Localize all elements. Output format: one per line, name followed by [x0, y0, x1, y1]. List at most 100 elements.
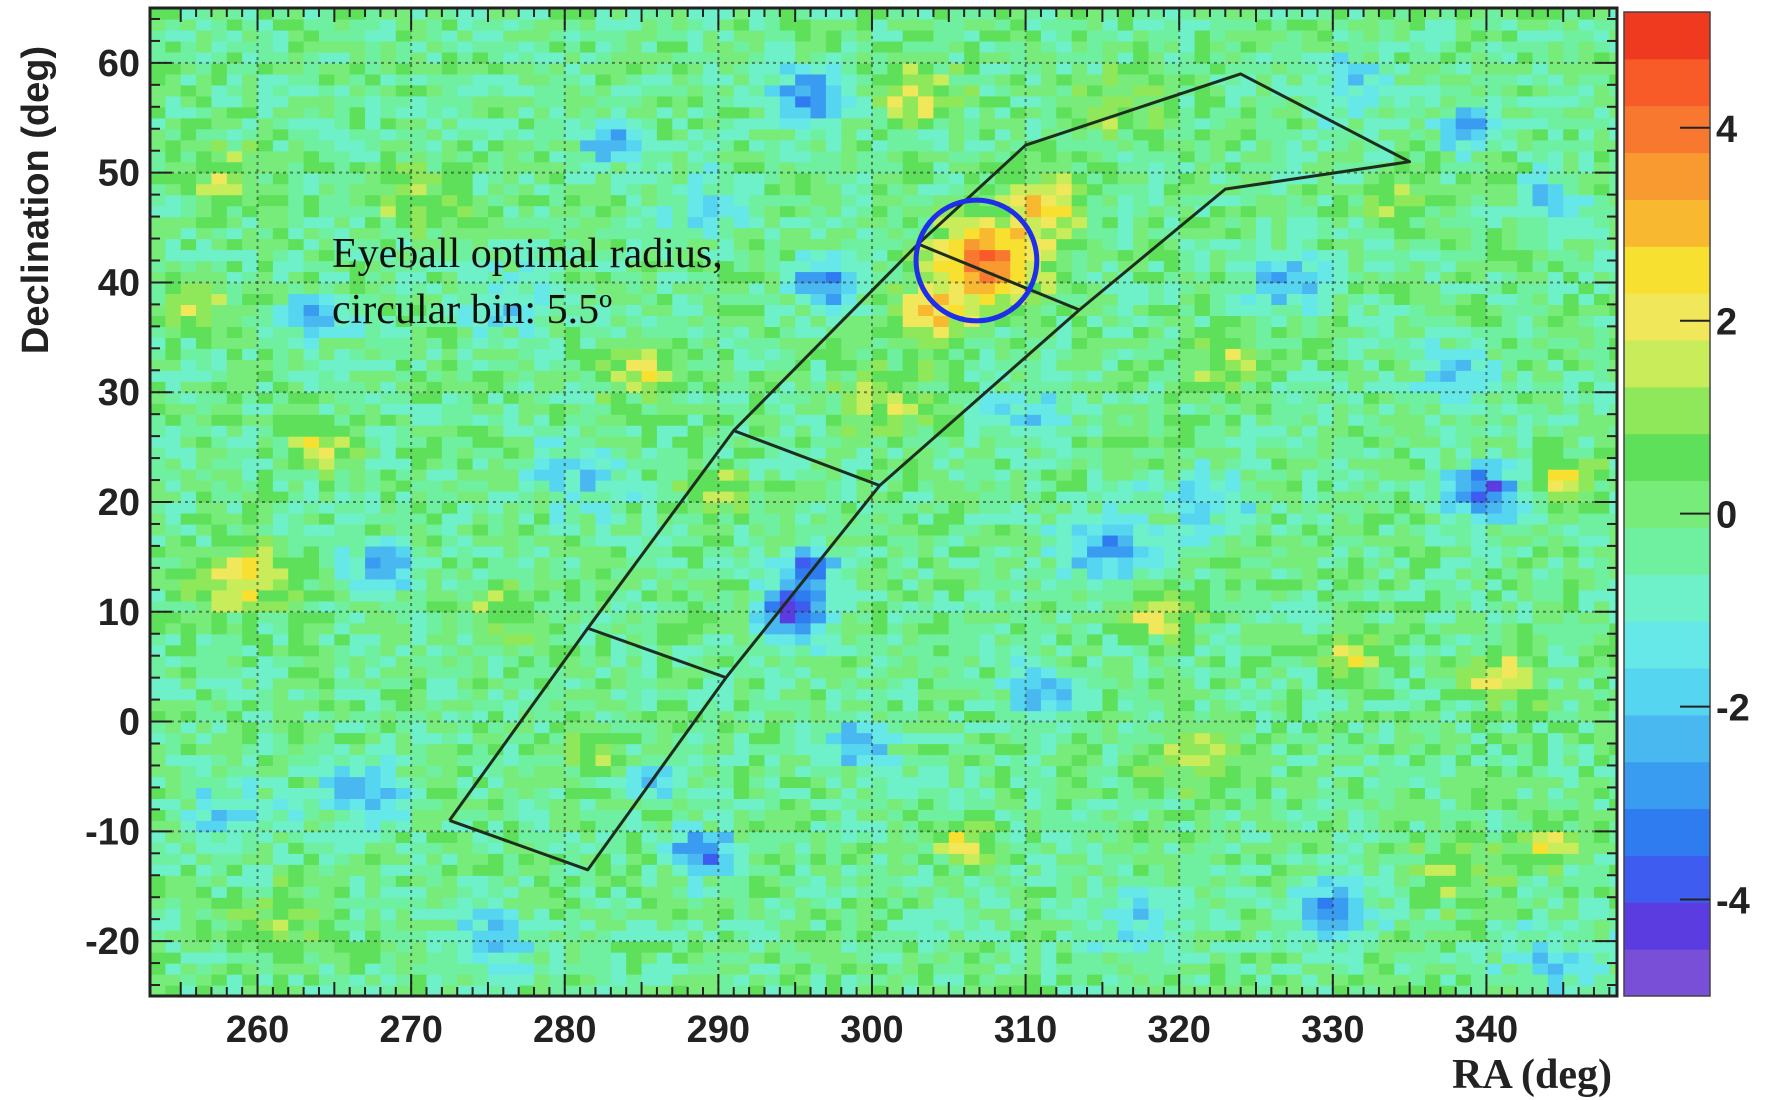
heatmap-cell	[810, 930, 827, 942]
heatmap-cell	[426, 743, 443, 756]
heatmap-cell	[457, 732, 474, 745]
heatmap-cell	[718, 633, 735, 646]
heatmap-cell	[457, 578, 474, 591]
heatmap-cell	[1378, 831, 1395, 843]
heatmap-cell	[918, 831, 935, 843]
heatmap-cell	[918, 611, 935, 624]
heatmap-cell	[165, 743, 182, 756]
heatmap-cell	[472, 578, 489, 591]
heatmap-cell	[1133, 644, 1150, 657]
heatmap-cell	[902, 677, 919, 690]
heatmap-cell	[871, 809, 888, 821]
heatmap-cell	[1087, 963, 1103, 975]
heatmap-cell	[288, 666, 305, 679]
heatmap-cell	[841, 842, 858, 854]
heatmap-cell	[365, 458, 382, 470]
heatmap-cell	[288, 919, 305, 931]
heatmap-cell	[257, 985, 274, 996]
heatmap-cell	[272, 930, 289, 942]
heatmap-cell	[1609, 963, 1617, 975]
heatmap-cell	[180, 512, 197, 525]
heatmap-cell	[1471, 622, 1488, 635]
heatmap-cell	[1133, 677, 1150, 690]
heatmap-cell	[825, 622, 842, 635]
heatmap-cell	[994, 908, 1011, 920]
heatmap-cell	[1471, 480, 1488, 492]
heatmap-cell	[196, 545, 213, 558]
heatmap-cell	[1286, 809, 1303, 821]
heatmap-cell	[656, 919, 673, 931]
heatmap-cell	[1209, 523, 1226, 536]
heatmap-cell	[979, 721, 996, 734]
heatmap-cell	[964, 655, 981, 668]
heatmap-cell	[825, 897, 842, 909]
heatmap-cell	[1363, 556, 1380, 569]
heatmap-cell	[1486, 523, 1503, 536]
heatmap-cell	[1163, 875, 1180, 887]
heatmap-cell	[1501, 721, 1518, 734]
heatmap-cell	[1225, 578, 1242, 591]
heatmap-cell	[718, 589, 735, 602]
heatmap-cell	[1486, 941, 1503, 953]
heatmap-cell	[764, 886, 781, 898]
heatmap-cell	[1225, 666, 1242, 679]
heatmap-cell	[549, 545, 566, 558]
heatmap-cell	[656, 743, 673, 756]
heatmap-cell	[979, 633, 996, 646]
heatmap-cell	[1040, 600, 1057, 613]
heatmap-cell	[1010, 941, 1027, 953]
heatmap-cell	[1440, 512, 1457, 525]
heatmap-cell	[242, 458, 259, 470]
heatmap-cell	[764, 491, 781, 503]
heatmap-cell	[810, 743, 827, 756]
heatmap-cell	[503, 754, 520, 767]
heatmap-cell	[626, 699, 643, 712]
heatmap-cell	[1194, 436, 1211, 448]
heatmap-cell	[595, 831, 612, 843]
heatmap-cell	[534, 831, 550, 843]
heatmap-cell	[1532, 776, 1549, 789]
heatmap-cell	[211, 523, 228, 536]
heatmap-cell	[518, 436, 535, 448]
heatmap-cell	[457, 776, 474, 789]
heatmap-cell	[1363, 875, 1380, 887]
heatmap-cell	[1440, 875, 1457, 887]
heatmap-cell	[1409, 666, 1426, 679]
heatmap-cell	[1025, 754, 1042, 767]
heatmap-cell	[1332, 897, 1349, 909]
heatmap-cell	[1517, 754, 1534, 767]
heatmap-cell	[564, 787, 581, 799]
heatmap-cell	[150, 512, 166, 525]
heatmap-cell	[1501, 908, 1518, 920]
heatmap-cell	[226, 930, 243, 942]
heatmap-cell	[749, 699, 766, 712]
heatmap-cell	[196, 469, 213, 481]
heatmap-cell	[1025, 655, 1042, 668]
heatmap-cell	[703, 502, 719, 514]
heatmap-cell	[887, 886, 904, 898]
heatmap-cell	[841, 721, 858, 734]
heatmap-cell	[1286, 941, 1303, 953]
heatmap-cell	[426, 545, 443, 558]
heatmap-cell	[795, 512, 812, 525]
heatmap-cell	[595, 502, 612, 514]
heatmap-cell	[1394, 622, 1411, 635]
heatmap-cell	[1563, 447, 1580, 459]
heatmap-cell	[948, 842, 965, 854]
heatmap-cell	[1394, 985, 1411, 996]
heatmap-cell	[795, 567, 812, 580]
heatmap-cell	[1225, 556, 1242, 569]
heatmap-cell	[303, 886, 320, 898]
heatmap-cell	[1563, 600, 1580, 613]
heatmap-cell	[395, 589, 412, 602]
heatmap-cell	[1363, 611, 1380, 624]
heatmap-cell	[1148, 611, 1165, 624]
heatmap-cell	[1593, 469, 1610, 481]
heatmap-cell	[810, 776, 827, 789]
heatmap-cell	[196, 930, 213, 942]
heatmap-cell	[1225, 633, 1242, 646]
heatmap-cell	[1087, 545, 1103, 558]
heatmap-cell	[933, 941, 950, 953]
heatmap-cell	[1409, 556, 1426, 569]
heatmap-cell	[948, 754, 965, 767]
